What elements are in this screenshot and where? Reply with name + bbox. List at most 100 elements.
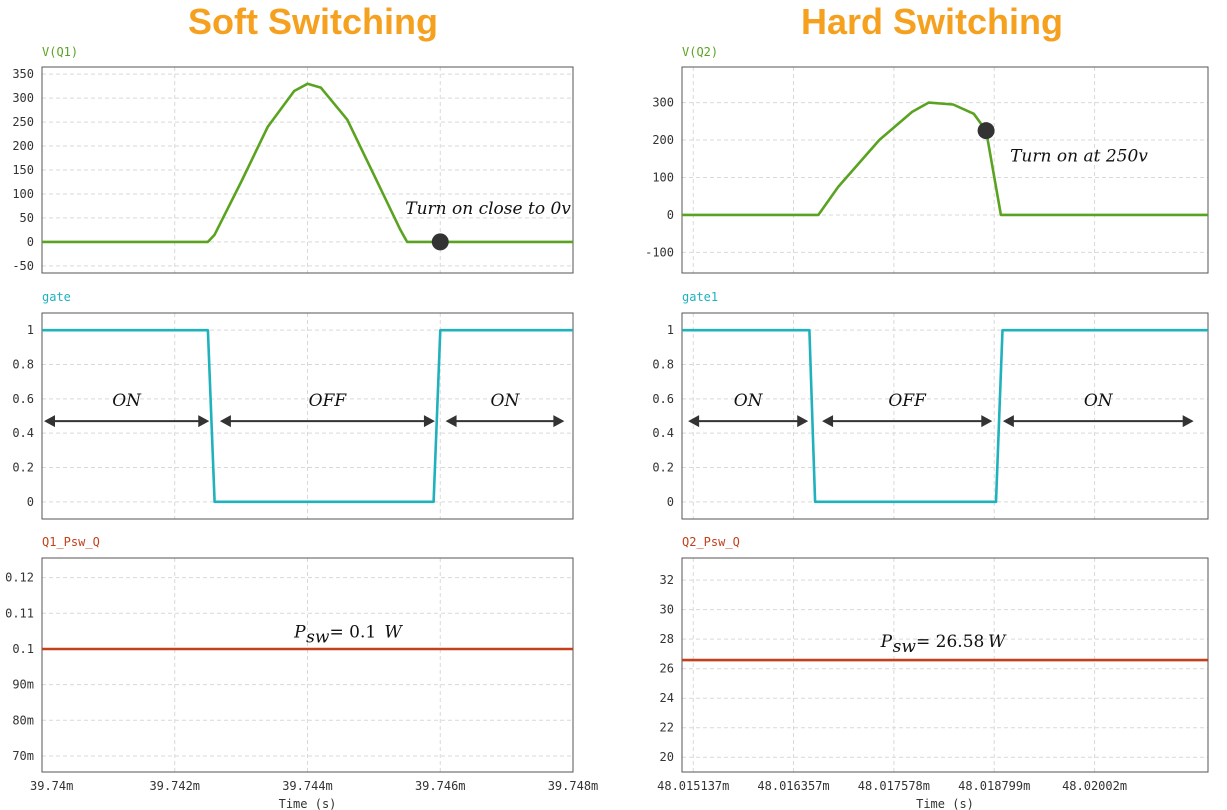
y-tick-label: -100 xyxy=(645,245,674,259)
y-tick-label: 50 xyxy=(20,211,34,225)
hard-plot-2: Q2_Psw_Q 32 30 28 26 24 22 20 P sw = 26.58 W xyxy=(660,535,1209,773)
x-tick-label: 39.748m xyxy=(548,779,599,793)
psw-value: = 26.58 xyxy=(911,632,990,652)
y-tick-label: 0.8 xyxy=(12,358,34,372)
y-tick-label: 0.1 xyxy=(12,642,34,656)
signal-label: Q2_Psw_Q xyxy=(682,535,740,549)
soft-switching-title: Soft Switching xyxy=(188,1,438,42)
y-tick-label: 250 xyxy=(12,115,34,129)
y-tick-label: 0 xyxy=(667,208,674,222)
y-tick-label: 0 xyxy=(667,495,674,509)
signal-label: V(Q2) xyxy=(682,45,718,59)
x-axis-title: Time (s) xyxy=(916,797,974,810)
y-tick-label: 200 xyxy=(652,133,674,147)
region-label: OFF xyxy=(309,391,348,411)
y-tick-label: 28 xyxy=(660,632,674,646)
series-line xyxy=(42,82,573,244)
plot-frame xyxy=(41,312,574,520)
x-tick-label: 48.015137m xyxy=(657,779,729,793)
y-tick-label: 22 xyxy=(660,721,674,735)
series-line xyxy=(682,328,1208,504)
region-arrowhead-left xyxy=(822,415,834,428)
y-tick-label: 30 xyxy=(660,603,674,617)
x-tick-label: 39.746m xyxy=(415,779,466,793)
region-arrowhead-left xyxy=(1002,415,1014,428)
switch-annotation: Turn on close to 0v xyxy=(405,199,571,219)
psw-subscript: sw xyxy=(306,627,330,647)
y-tick-label: 300 xyxy=(652,96,674,110)
region-arrowhead-left xyxy=(219,415,231,428)
series-line xyxy=(682,101,1208,217)
y-tick-label: 350 xyxy=(12,67,34,81)
x-tick-label: 39.744m xyxy=(282,779,333,793)
y-tick-label: 0.4 xyxy=(652,426,674,440)
signal-label: V(Q1) xyxy=(42,45,78,59)
y-tick-label: 0.6 xyxy=(12,392,34,406)
plot-frame xyxy=(41,66,574,274)
y-tick-label: 0.12 xyxy=(5,571,34,585)
psw-subscript: sw xyxy=(893,637,917,657)
region-arrowhead-right xyxy=(981,415,993,428)
y-tick-label: 0.8 xyxy=(652,358,674,372)
plot-frame xyxy=(681,66,1209,274)
x-tick-label: 48.017578m xyxy=(858,779,930,793)
y-tick-label: 90m xyxy=(12,678,34,692)
y-tick-label: 1 xyxy=(667,323,674,337)
plot-frame xyxy=(41,557,574,773)
region-label: ON xyxy=(112,391,142,411)
region-arrowhead-right xyxy=(553,415,565,428)
region-label: ON xyxy=(1084,391,1114,411)
region-arrowhead-right xyxy=(423,415,435,428)
region-label: ON xyxy=(491,391,521,411)
x-tick-label: 48.016357m xyxy=(757,779,829,793)
x-tick-label: 39.74m xyxy=(30,779,73,793)
y-tick-label: 20 xyxy=(660,750,674,764)
y-tick-label: 200 xyxy=(12,139,34,153)
series-line xyxy=(42,328,573,504)
hard-plot-0: V(Q2) 300 200 100 0 -100 Turn on at 250v xyxy=(645,45,1209,274)
signal-label: Q1_Psw_Q xyxy=(42,535,100,549)
y-tick-label: 0 xyxy=(27,235,34,249)
y-tick-label: 0.6 xyxy=(652,392,674,406)
soft-plot-2: Q1_Psw_Q 0.12 0.11 0.1 90m 80m 70m P sw = 0.1 W xyxy=(5,535,574,773)
y-tick-label: 24 xyxy=(660,691,674,705)
region-arrowhead-left xyxy=(44,415,55,428)
x-axis-title: Time (s) xyxy=(279,797,337,810)
plot-frame xyxy=(681,557,1209,773)
x-tick-label: 48.02002m xyxy=(1062,779,1127,793)
y-tick-label: 300 xyxy=(12,91,34,105)
y-tick-label: 0 xyxy=(27,495,34,509)
psw-symbol: P xyxy=(293,622,306,642)
hard-switching-title: Hard Switching xyxy=(801,1,1063,42)
region-arrowhead-left xyxy=(688,415,700,428)
psw-symbol: P xyxy=(880,632,893,652)
x-tick-label: 48.018799m xyxy=(958,779,1030,793)
signal-label: gate1 xyxy=(682,290,718,304)
y-tick-label: 0.11 xyxy=(5,606,34,620)
y-tick-label: 150 xyxy=(12,163,34,177)
y-tick-label: 1 xyxy=(27,323,34,337)
region-arrowhead-right xyxy=(1182,415,1194,428)
y-tick-label: 0.2 xyxy=(652,461,674,475)
y-tick-label: 0.4 xyxy=(12,426,34,440)
y-tick-label: 26 xyxy=(660,662,674,676)
y-tick-label: 70m xyxy=(12,749,34,763)
psw-unit: W xyxy=(988,632,1007,652)
y-tick-label: 100 xyxy=(12,187,34,201)
plot-frame xyxy=(681,312,1209,520)
x-tick-label: 39.742m xyxy=(149,779,200,793)
signal-label: gate xyxy=(42,290,71,304)
switch-annotation: Turn on at 250v xyxy=(1010,147,1148,167)
switch-on-marker xyxy=(977,122,995,140)
soft-plot-1: gate 1 0.8 0.6 0.4 0.2 0 ON OFF ON xyxy=(12,290,574,520)
region-label: OFF xyxy=(888,391,927,411)
hard-plot-1: gate1 1 0.8 0.6 0.4 0.2 0 ON OFF ON xyxy=(652,290,1209,520)
soft-plot-0: V(Q1) 350 300 250 200 150 100 50 0 -50 Turn on clo… xyxy=(12,45,574,274)
psw-unit: W xyxy=(384,622,403,642)
region-arrowhead-left xyxy=(445,415,457,428)
region-arrowhead-right xyxy=(797,415,809,428)
y-tick-label: 100 xyxy=(652,170,674,184)
